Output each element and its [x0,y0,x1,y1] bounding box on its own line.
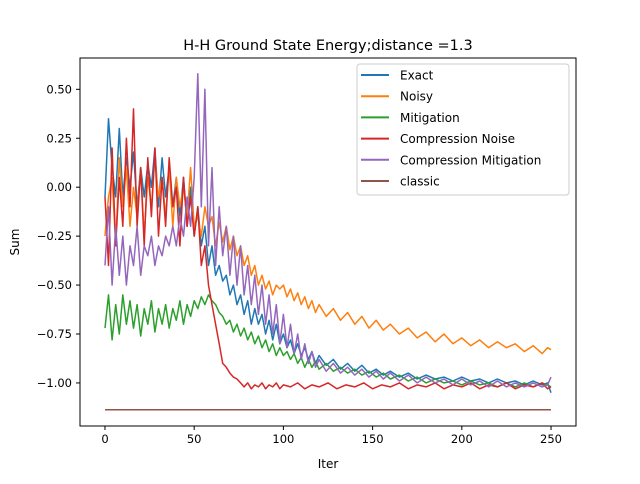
x-axis-ticks: 0 50 100 150 200 250 [101,426,562,446]
legend-label-5: classic [400,175,440,189]
y-axis-ticks: −1.00 −0.75 −0.50 −0.25 0.00 0.25 0.50 [37,82,80,390]
x-tick-label: 150 [362,432,384,446]
legend-label-0: Exact [400,69,434,83]
y-tick-label: −1.00 [37,376,72,390]
series-line-4 [104,72,552,388]
x-tick-label: 100 [272,432,294,446]
legend: Exact Noisy Mitigation Compression Noise Com… [356,63,570,196]
legend-box [356,63,570,196]
y-tick-label: −0.25 [37,229,72,243]
x-axis-label: Iter [318,457,339,471]
legend-label-2: Mitigation [400,111,460,125]
axes-frame [79,57,577,427]
x-tick-label: 0 [101,432,108,446]
x-tick-label: 200 [451,432,473,446]
legend-label-1: Noisy [400,90,433,104]
y-tick-label: 0.25 [46,131,72,145]
y-tick-label: 0.00 [46,180,72,194]
series-line-3 [104,108,552,390]
legend-label-4: Compression Mitigation [400,153,541,167]
legend-label-3: Compression Noise [400,132,515,146]
axes [79,57,577,427]
series-line-2 [104,294,552,388]
series-lines [104,72,552,411]
series-line-1 [104,157,552,355]
y-tick-label: −0.75 [37,327,72,341]
y-tick-label: −0.50 [37,278,72,292]
x-tick-label: 50 [187,432,202,446]
y-tick-label: 0.50 [46,82,72,96]
chart-title: H-H Ground State Energy;distance =1.3 [183,38,473,54]
y-axis-label: Sum [8,229,22,256]
x-tick-label: 250 [540,432,562,446]
